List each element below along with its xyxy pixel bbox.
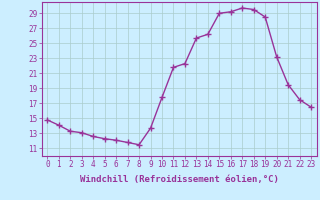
X-axis label: Windchill (Refroidissement éolien,°C): Windchill (Refroidissement éolien,°C) bbox=[80, 175, 279, 184]
